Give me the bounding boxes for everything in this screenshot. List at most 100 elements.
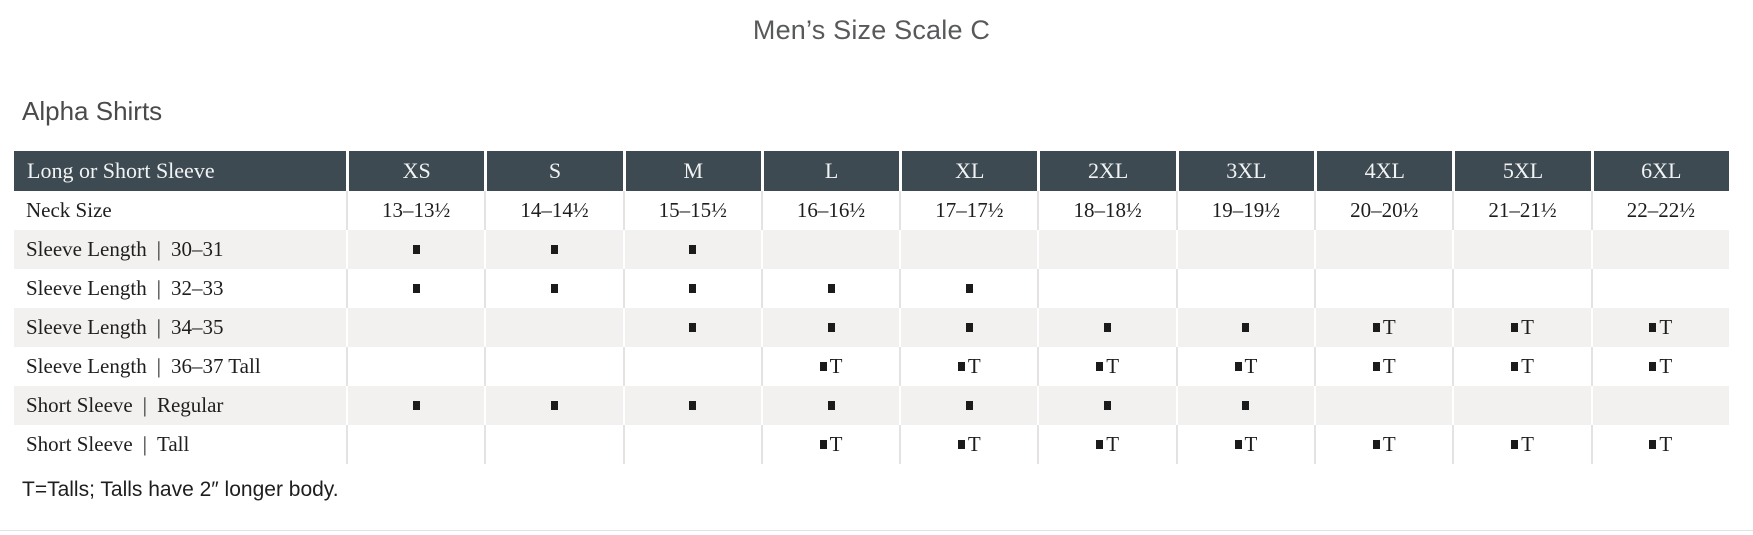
table-row: Neck Size 13–13½ 14–14½ 15–15½ 16–16½ 17–17½ 1… [14,191,1729,230]
header-cell-4xl: 4XL [1314,151,1453,191]
square-marker-icon [1649,440,1657,449]
label-separator: | [156,237,161,261]
square-marker-icon [1511,323,1519,332]
row-label-text: Neck Size [26,198,112,222]
page-title: Men’s Size Scale C [752,15,991,45]
value-cell: 15–15½ [622,191,761,230]
square-marker-icon [1104,323,1112,332]
row-label-text: Sleeve Length [26,237,147,261]
footnote: T=Talls; Talls have 2″ longer body. [22,478,339,501]
availability-tall-marker: T [1037,425,1176,464]
empty-cell [1590,230,1729,269]
value-cell: 19–19½ [1175,191,1315,230]
header-cell-s: S [484,151,623,191]
square-marker-icon [1242,401,1250,410]
availability-tall-marker: T [899,425,1038,464]
row-qualifier-text: 32–33 [170,276,224,300]
square-marker-icon [965,323,973,332]
square-marker-icon [1372,440,1380,449]
availability-marker [760,269,900,308]
row-label-text: Sleeve Length [26,354,147,378]
value-cell: 14–14½ [484,191,623,230]
availability-marker [899,386,1038,425]
header-cell-xs: XS [346,151,485,191]
empty-cell [1452,269,1591,308]
square-marker-icon [689,401,697,410]
availability-marker [622,308,761,347]
row-qualifier-text: 36–37 Tall [170,354,261,378]
square-marker-icon [965,401,973,410]
square-marker-icon [412,245,420,254]
empty-cell [1452,386,1591,425]
table-row: Sleeve Length | 30–31 [14,230,1729,269]
availability-marker [484,386,623,425]
value-cell: 22–22½ [1590,191,1729,230]
availability-tall-marker: T [1452,425,1591,464]
empty-cell [1175,230,1315,269]
availability-marker [346,386,485,425]
row-label-text: Short Sleeve [26,393,133,417]
availability-marker [346,269,485,308]
square-marker-icon [1649,362,1657,371]
value-cell: 20–20½ [1314,191,1453,230]
square-marker-icon [412,401,420,410]
availability-tall-marker: T [899,347,1038,386]
section-heading: Alpha Shirts [22,96,163,126]
header-cell-l: L [760,151,900,191]
header-cell-2xl: 2XL [1037,151,1176,191]
empty-cell [484,425,623,464]
square-marker-icon [1511,440,1519,449]
row-label: Sleeve Length | 34–35 [14,308,346,347]
empty-cell [346,425,485,464]
row-label-text: Sleeve Length [26,276,147,300]
empty-cell [1314,230,1453,269]
empty-cell [484,347,623,386]
header-cell-5xl: 5XL [1452,151,1591,191]
square-marker-icon [827,323,835,332]
square-marker-icon [1242,323,1250,332]
value-cell: 13–13½ [346,191,485,230]
empty-cell [1314,386,1453,425]
availability-tall-marker: T [1175,347,1315,386]
square-marker-icon [1649,323,1657,332]
square-marker-icon [957,362,965,371]
table-row: Short Sleeve | Tall T T T T T T T [14,425,1729,464]
value-cell: 21–21½ [1452,191,1591,230]
bottom-divider [0,530,1753,531]
availability-marker [899,308,1038,347]
table-body: Neck Size 13–13½ 14–14½ 15–15½ 16–16½ 17–17½ 1… [14,191,1729,464]
square-marker-icon [412,284,420,293]
square-marker-icon [1096,362,1104,371]
square-marker-icon [689,284,697,293]
row-label-text: Short Sleeve [26,432,133,456]
square-marker-icon [827,284,835,293]
availability-tall-marker: T [1590,347,1729,386]
availability-tall-marker: T [1314,425,1453,464]
square-marker-icon [957,440,965,449]
header-cell-label: Long or Short Sleeve [14,151,346,191]
empty-cell [1314,269,1453,308]
empty-cell [1037,269,1176,308]
availability-marker [1037,308,1176,347]
table-row: Sleeve Length | 36–37 Tall T T T T T T T [14,347,1729,386]
square-marker-icon [550,284,558,293]
row-qualifier-text: Tall [156,432,190,456]
square-marker-icon [1234,362,1242,371]
row-qualifier-text: Regular [156,393,224,417]
row-label-text: Sleeve Length [26,315,147,339]
square-marker-icon [1372,362,1380,371]
availability-tall-marker: T [1314,347,1453,386]
square-marker-icon [819,362,827,371]
value-cell: 18–18½ [1037,191,1176,230]
availability-marker [622,386,761,425]
row-label: Short Sleeve | Regular [14,386,346,425]
availability-tall-marker: T [1175,425,1315,464]
empty-cell [484,308,623,347]
header-cell-xl: XL [899,151,1038,191]
availability-marker [1175,308,1315,347]
label-separator: | [156,276,161,300]
row-qualifier-text: 34–35 [170,315,224,339]
row-label: Short Sleeve | Tall [14,425,346,464]
value-cell: 16–16½ [760,191,900,230]
